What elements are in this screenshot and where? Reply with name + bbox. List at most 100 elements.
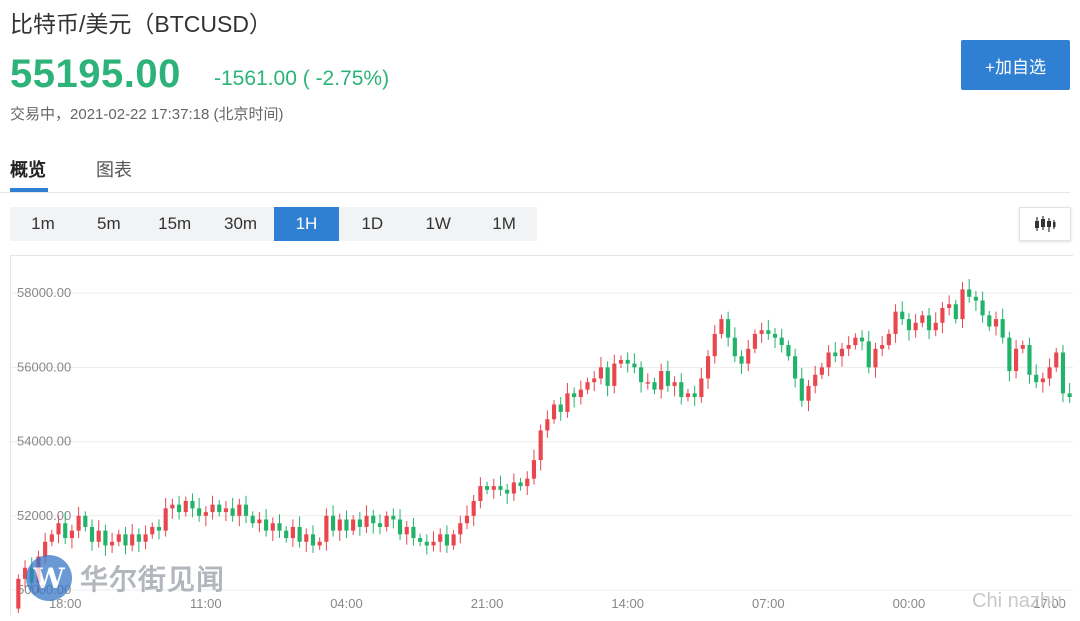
candle-body xyxy=(304,534,309,542)
candle-body xyxy=(993,319,999,327)
x-tick-label: 07:00 xyxy=(752,596,785,611)
interval-1mo[interactable]: 1M xyxy=(492,214,516,233)
candle-body xyxy=(297,526,302,542)
candle-body xyxy=(1020,345,1025,349)
candle-body xyxy=(665,371,670,386)
candle-body xyxy=(69,530,74,539)
candle-body xyxy=(967,289,972,297)
candle-body xyxy=(705,356,711,379)
candle-body xyxy=(893,311,898,334)
price-change: -1561.00 ( -2.75%) xyxy=(214,67,390,90)
candle-body xyxy=(880,345,885,349)
candle-body xyxy=(806,385,811,401)
candle-body xyxy=(317,541,322,546)
candle-body xyxy=(786,345,791,357)
candle-body xyxy=(973,296,978,301)
tab-overview[interactable]: 概览 xyxy=(10,160,46,180)
logo-icon: W xyxy=(26,555,72,601)
interval-30m[interactable]: 30m xyxy=(224,214,258,233)
candle-body xyxy=(598,367,603,379)
interval-1m[interactable]: 1m xyxy=(31,214,55,233)
candle-body xyxy=(264,519,269,531)
candle-body xyxy=(310,534,316,546)
price-chart[interactable]: 50000.0052000.0054000.0056000.0058000.00… xyxy=(10,255,1073,616)
trading-status: 交易中，2021-02-22 17:37:18 (北京时间) xyxy=(10,103,283,124)
candle-body xyxy=(16,578,21,609)
candle-body xyxy=(920,315,925,323)
candle-body xyxy=(404,526,409,535)
candle-body xyxy=(223,508,229,513)
interval-5m[interactable]: 5m xyxy=(97,214,121,233)
candle-body xyxy=(230,508,235,516)
interval-1h[interactable]: 1H xyxy=(273,207,340,241)
watermark: W 华尔街见闻 xyxy=(26,555,225,601)
interval-15m[interactable]: 15m xyxy=(158,214,192,233)
candle-body xyxy=(531,460,537,479)
add-watchlist-button[interactable]: +加自选 xyxy=(961,40,1070,90)
candle-body xyxy=(940,307,945,323)
chart-type-button[interactable] xyxy=(1019,207,1071,241)
candle-body xyxy=(886,333,891,346)
candle-body xyxy=(518,482,523,487)
candle-body xyxy=(853,337,858,346)
candle-body xyxy=(625,359,630,364)
candle-body xyxy=(22,567,28,579)
candle-body xyxy=(679,382,684,398)
candlestick-chart: 50000.0052000.0054000.0056000.0058000.00… xyxy=(11,279,1073,614)
candle-body xyxy=(103,530,108,546)
page-title: 比特币/美元（BTCUSD） xyxy=(10,11,272,37)
candle-body xyxy=(284,530,289,539)
candle-body xyxy=(290,526,295,539)
candle-body xyxy=(384,515,389,527)
candle-body xyxy=(578,389,583,398)
candle-body xyxy=(377,523,383,527)
candle-body xyxy=(438,534,443,542)
candle-body xyxy=(324,515,329,542)
candle-body xyxy=(1027,345,1032,375)
watermark-brand: 华尔街见闻 xyxy=(80,564,226,595)
candle-body xyxy=(1007,337,1012,372)
candle-body xyxy=(351,519,356,531)
candle-body xyxy=(143,534,148,542)
candle-body xyxy=(203,512,208,516)
candle-body xyxy=(150,526,155,535)
candle-body xyxy=(793,356,798,379)
candle-body xyxy=(237,504,242,516)
candle-body xyxy=(357,519,362,527)
tab-chart[interactable]: 图表 xyxy=(96,160,132,180)
candle-body xyxy=(1000,319,1005,338)
candle-body xyxy=(43,541,48,557)
candle-body xyxy=(960,289,965,320)
candle-body xyxy=(83,515,88,527)
candle-body xyxy=(859,337,865,342)
candle-body xyxy=(612,363,617,386)
candle-body xyxy=(799,378,804,401)
candle-body xyxy=(605,367,610,386)
candlestick-icon xyxy=(1035,216,1056,232)
candle-body xyxy=(826,352,831,368)
interval-1d[interactable]: 1D xyxy=(361,214,384,233)
interval-1w[interactable]: 1W xyxy=(425,214,451,233)
candle-body xyxy=(491,486,496,490)
corner-watermark: Chi nazhu xyxy=(972,590,1063,612)
candle-body xyxy=(645,382,650,384)
candle-body xyxy=(639,367,644,383)
candle-body xyxy=(136,534,141,542)
candle-body xyxy=(217,504,222,513)
candle-body xyxy=(759,330,764,334)
candle-body xyxy=(176,504,182,513)
candle-body xyxy=(96,530,101,542)
candle-body xyxy=(592,378,597,383)
candle-body xyxy=(418,538,423,542)
candle-body xyxy=(652,382,657,390)
candle-body xyxy=(89,526,95,542)
candle-body xyxy=(987,315,992,327)
candle-body xyxy=(130,534,135,546)
candle-body xyxy=(719,319,724,334)
candle-body xyxy=(739,356,744,364)
candle-body xyxy=(746,348,751,364)
candle-body xyxy=(685,393,691,398)
candle-body xyxy=(243,504,249,516)
y-tick-label: 52000.00 xyxy=(17,508,71,523)
x-tick-label: 00:00 xyxy=(893,596,926,611)
